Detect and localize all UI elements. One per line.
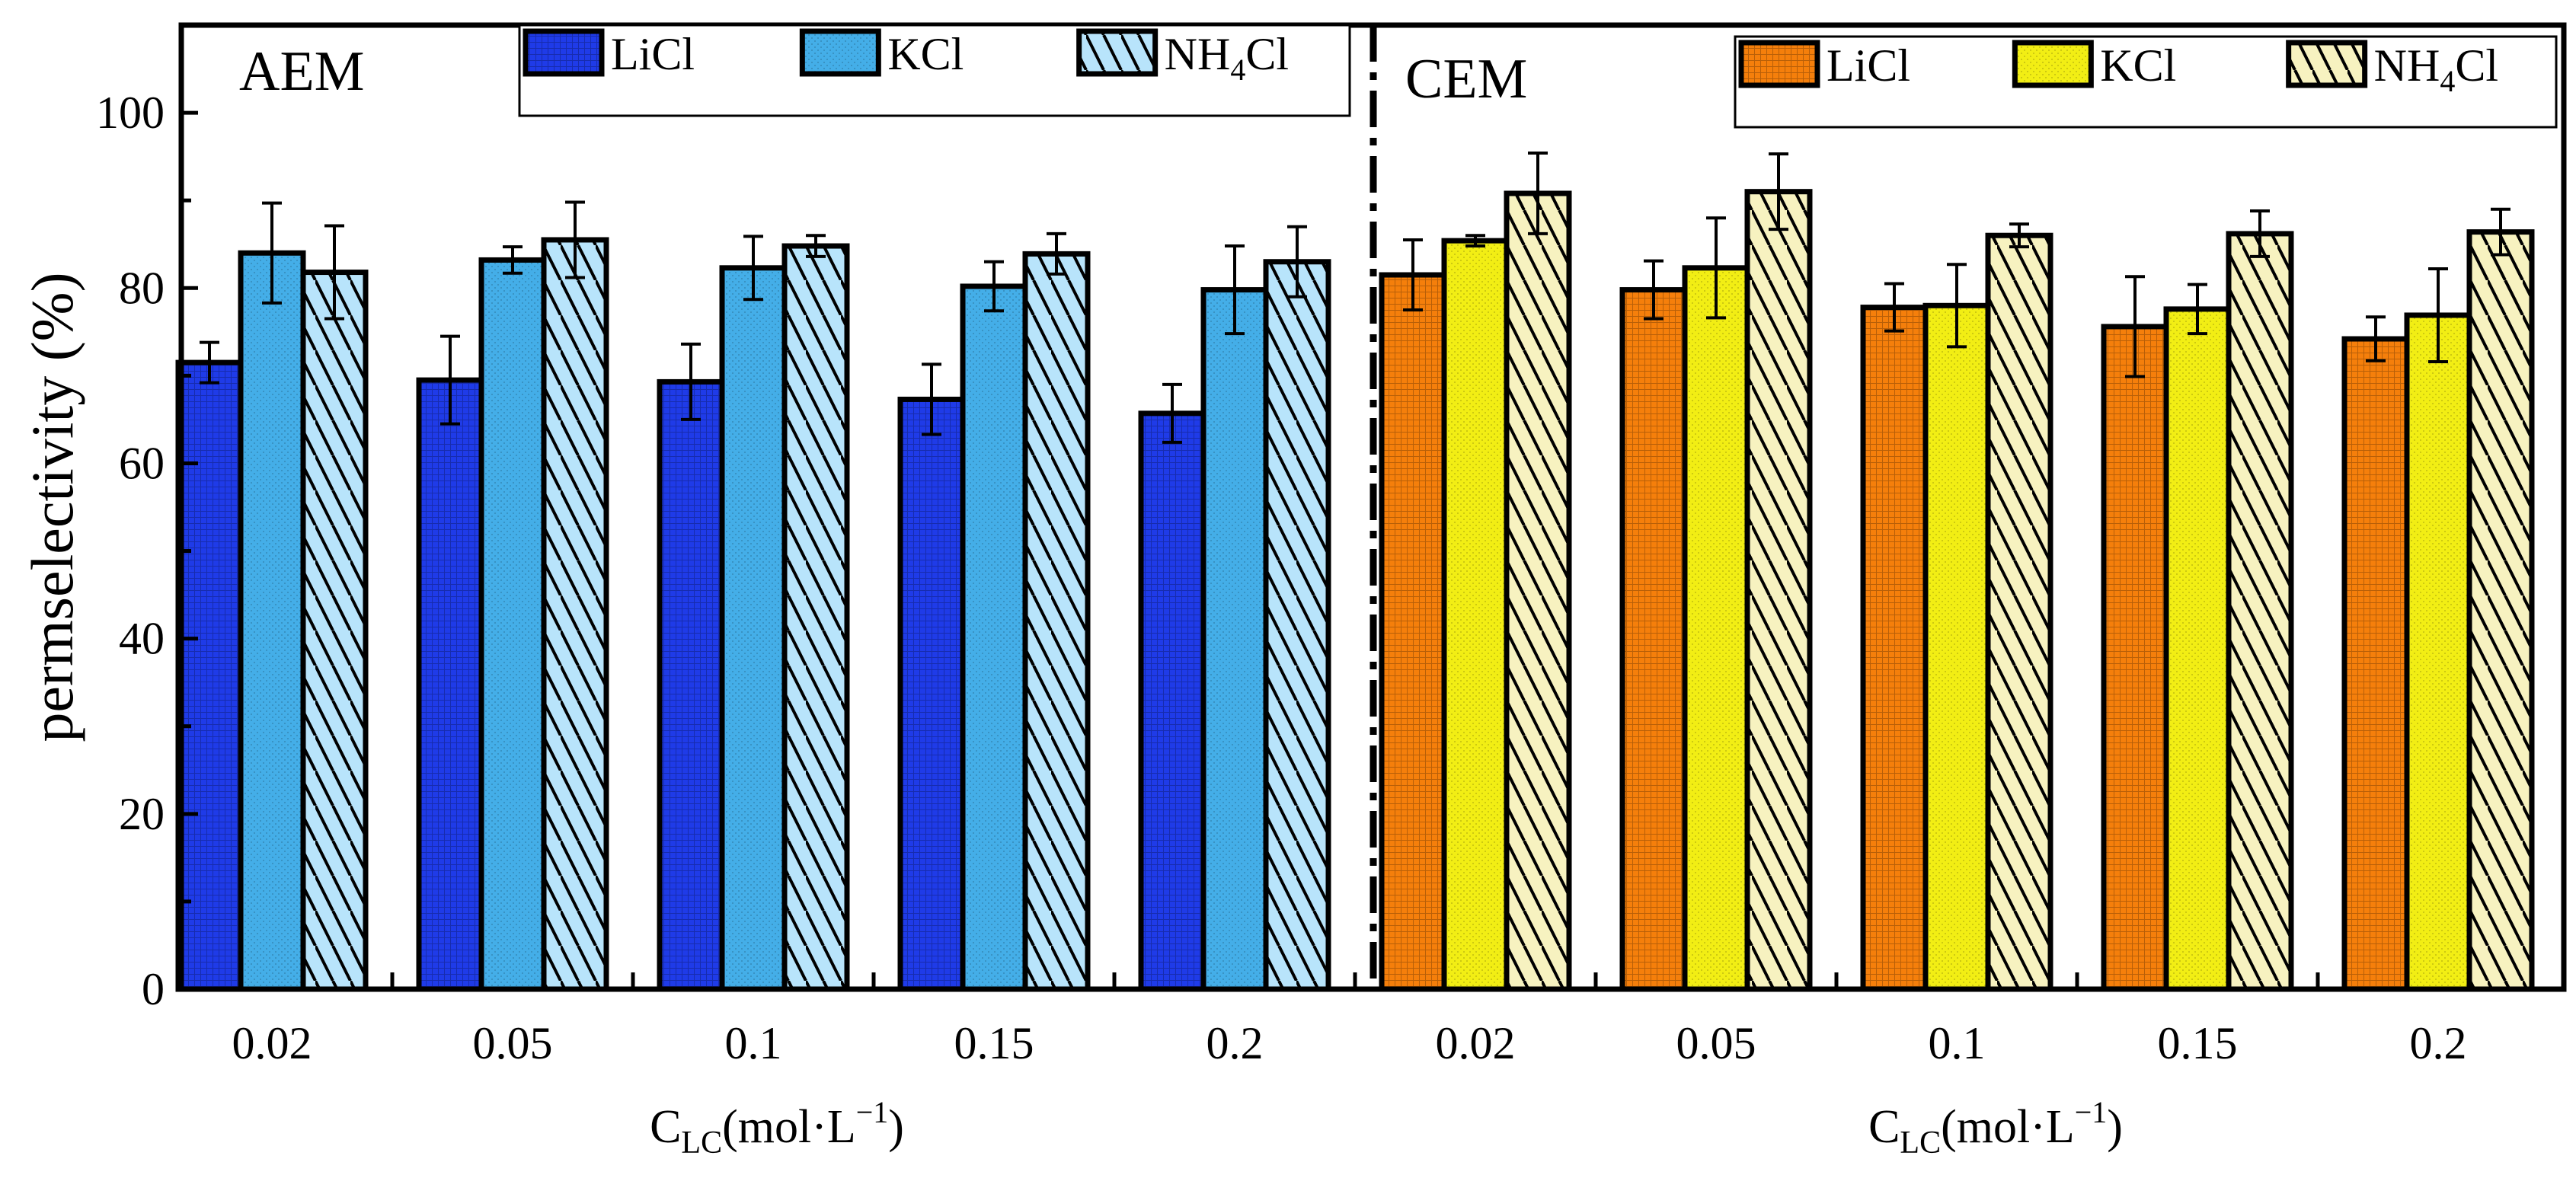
bar-cem-nh4cl-0.1 xyxy=(1985,232,2053,992)
y-tick-label: 20 xyxy=(119,789,165,839)
error-bar xyxy=(2428,267,2448,363)
error-bar xyxy=(1225,244,1245,336)
y-tick-label: 80 xyxy=(119,263,165,313)
error-bar xyxy=(1403,238,1423,312)
bar-aem-licl-0.2 xyxy=(1138,410,1207,992)
error-bar xyxy=(2125,275,2145,378)
bar-aem-kcl-0.05 xyxy=(478,257,547,992)
bar-cem-kcl-0.15 xyxy=(2163,306,2232,992)
error-bar xyxy=(806,234,826,258)
legend-label-nh4cl: NH4Cl xyxy=(1165,29,1289,87)
bar-cem-licl-0.15 xyxy=(2101,324,2169,992)
x-tick-label: 0.05 xyxy=(473,1018,553,1068)
bar-aem-licl-0.1 xyxy=(657,378,725,992)
x-tick-label: 0.15 xyxy=(2158,1018,2238,1068)
bar-aem-licl-0.05 xyxy=(416,377,484,992)
x-tick-label: 0.02 xyxy=(1436,1018,1516,1068)
error-bar xyxy=(1644,259,1664,321)
y-axis-label: permselectivity (%) xyxy=(19,272,85,742)
legend-swatch-kcl xyxy=(799,28,881,77)
bar-cem-nh4cl-0.02 xyxy=(1504,190,1572,992)
bar-aem-nh4cl-0.15 xyxy=(1022,251,1091,992)
bar-aem-nh4cl-0.1 xyxy=(781,243,850,992)
bar-aem-kcl-0.2 xyxy=(1200,287,1269,992)
x-axis-title-aem: CLC(mol·L−1) xyxy=(650,1095,904,1160)
bars-layer xyxy=(175,152,2535,992)
error-bar xyxy=(565,200,585,279)
y-tick-label: 0 xyxy=(142,964,165,1014)
x-axis-title-cem: CLC(mol·L−1) xyxy=(1868,1095,2123,1160)
bar-aem-licl-0.15 xyxy=(897,396,966,992)
x-tick-label: 0.1 xyxy=(725,1018,782,1068)
error-bar xyxy=(1884,282,1904,333)
error-bar xyxy=(1287,225,1307,298)
legend-swatch-nh4cl xyxy=(2286,40,2368,88)
bar-cem-licl-0.1 xyxy=(1860,305,1929,992)
error-bar xyxy=(1528,152,1548,235)
x-tick-label: 0.2 xyxy=(1207,1018,1264,1068)
bar-cem-kcl-0.2 xyxy=(2404,312,2472,992)
legend-label-nh4cl: NH4Cl xyxy=(2374,40,2498,98)
legend-box-cem xyxy=(1734,35,2558,129)
error-bar xyxy=(440,334,460,426)
error-bar xyxy=(324,224,344,321)
error-bar xyxy=(1162,382,1182,444)
error-bar xyxy=(1947,263,1967,349)
bar-aem-licl-0.02 xyxy=(175,359,244,992)
legend-swatch-kcl xyxy=(2012,40,2094,88)
bar-aem-nh4cl-0.2 xyxy=(1263,259,1331,992)
error-bar xyxy=(503,245,523,275)
error-bar xyxy=(743,235,763,302)
error-bar xyxy=(1706,216,1726,320)
legends-layer: AEM LiCl KCl NH4Cl CEM LiCl KCl NH4Cl xyxy=(239,24,2558,129)
x-tick-label: 0.2 xyxy=(2410,1018,2467,1068)
error-bar xyxy=(1465,234,1485,248)
bar-aem-kcl-0.15 xyxy=(960,283,1028,992)
legend-label-licl: LiCl xyxy=(1827,40,1910,91)
y-tick-label: 40 xyxy=(119,614,165,664)
error-bar xyxy=(2491,207,2510,257)
y-tick-label: 60 xyxy=(119,438,165,488)
error-bar xyxy=(2009,222,2029,249)
legend-swatch-licl xyxy=(523,28,605,77)
legend-swatch-licl xyxy=(1738,40,1820,88)
legend-swatch-nh4cl xyxy=(1076,28,1159,77)
axes-layer: 0.02 0.05 0.1 0.15 0.2 CLC(mol·L−1) 0.02 0.05 0.… xyxy=(96,22,2567,1160)
legend-label-kcl: KCl xyxy=(887,29,964,79)
panel-label-aem: AEM xyxy=(239,40,364,103)
bar-cem-licl-0.02 xyxy=(1379,272,1447,992)
legend-label-licl: LiCl xyxy=(611,29,695,79)
bar-cem-kcl-0.05 xyxy=(1682,265,1750,992)
bar-cem-licl-0.05 xyxy=(1619,287,1688,992)
bar-cem-nh4cl-0.15 xyxy=(2226,231,2294,992)
bar-aem-nh4cl-0.02 xyxy=(300,270,369,992)
bar-aem-kcl-0.02 xyxy=(238,250,306,992)
error-bar xyxy=(2366,315,2386,362)
error-bar xyxy=(681,342,701,421)
bar-aem-kcl-0.1 xyxy=(719,265,788,992)
bar-cem-kcl-0.1 xyxy=(1922,302,1991,992)
bar-cem-nh4cl-0.2 xyxy=(2466,229,2535,992)
error-bar xyxy=(1047,231,1066,276)
x-tick-label: 0.1 xyxy=(1929,1018,1986,1068)
error-bar xyxy=(2188,283,2207,336)
bar-cem-nh4cl-0.05 xyxy=(1744,189,1813,992)
bar-aem-nh4cl-0.05 xyxy=(541,237,609,992)
error-bar xyxy=(200,340,219,385)
error-bar xyxy=(262,201,282,305)
error-bar xyxy=(2250,209,2270,258)
error-bar xyxy=(984,260,1004,313)
legend-label-kcl: KCl xyxy=(2100,40,2176,91)
error-bar xyxy=(922,362,941,436)
x-tick-label: 0.05 xyxy=(1676,1018,1756,1068)
bar-cem-licl-0.2 xyxy=(2341,336,2410,992)
y-tick-label: 100 xyxy=(96,88,165,138)
x-tick-label: 0.15 xyxy=(954,1018,1034,1068)
x-tick-label: 0.02 xyxy=(232,1018,312,1068)
bar-cem-kcl-0.02 xyxy=(1441,238,1510,992)
panel-label-cem: CEM xyxy=(1405,48,1527,110)
legend-box-aem xyxy=(518,24,1351,117)
error-bar xyxy=(1769,152,1788,231)
